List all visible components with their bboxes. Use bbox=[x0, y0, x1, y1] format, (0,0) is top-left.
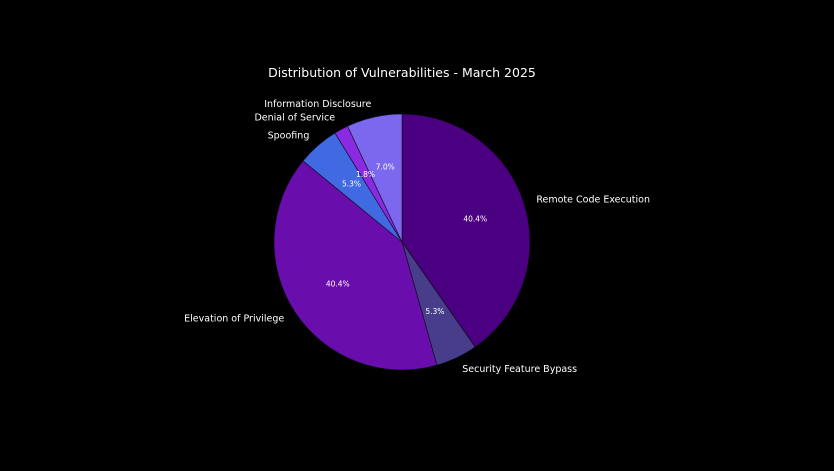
category-label-remote-code-execution: Remote Code Execution bbox=[536, 194, 650, 205]
chart-title: Distribution of Vulnerabilities - March … bbox=[268, 65, 536, 80]
percent-label-security-feature-bypass: 5.3% bbox=[425, 307, 444, 316]
percent-label-denial-of-service: 1.8% bbox=[356, 170, 375, 179]
percent-label-information-disclosure: 7.0% bbox=[376, 163, 395, 172]
category-label-denial-of-service: Denial of Service bbox=[254, 113, 335, 124]
category-labels: Remote Code Execution Security Feature By… bbox=[184, 99, 650, 375]
slice-information-disclosure bbox=[347, 113, 403, 243]
category-label-spoofing: Spoofing bbox=[268, 130, 310, 141]
percent-label-spoofing: 5.3% bbox=[342, 180, 361, 189]
pie-slices bbox=[273, 113, 531, 371]
category-label-security-feature-bypass: Security Feature Bypass bbox=[462, 364, 577, 375]
slice-remote-code-execution bbox=[401, 113, 531, 348]
slice-elevation-of-privilege bbox=[273, 160, 438, 371]
category-label-information-disclosure: Information Disclosure bbox=[264, 99, 371, 110]
category-label-elevation-of-privilege: Elevation of Privilege bbox=[184, 314, 284, 325]
percent-label-elevation-of-privilege: 40.4% bbox=[326, 280, 350, 289]
percent-label-remote-code-execution: 40.4% bbox=[463, 215, 487, 224]
percent-labels: 40.4%5.3%40.4%5.3%1.8%7.0% bbox=[326, 163, 487, 316]
